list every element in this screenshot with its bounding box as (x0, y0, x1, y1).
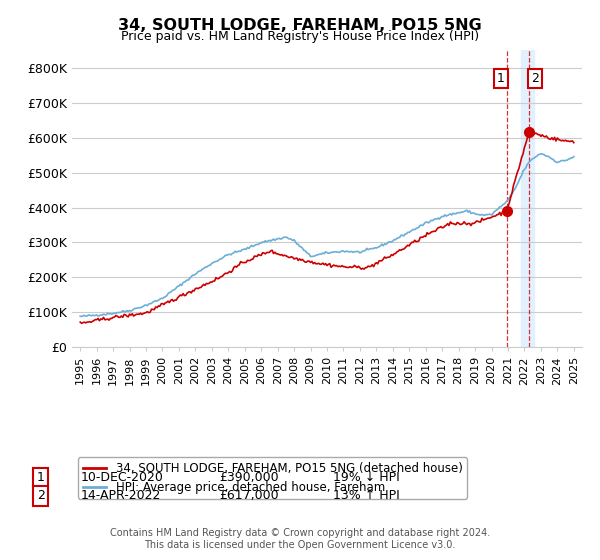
Text: Contains HM Land Registry data © Crown copyright and database right 2024.
This d: Contains HM Land Registry data © Crown c… (110, 528, 490, 550)
Text: 10-DEC-2020: 10-DEC-2020 (81, 471, 164, 484)
Text: 1: 1 (37, 471, 45, 484)
Text: £617,000: £617,000 (219, 489, 278, 502)
Text: 1: 1 (497, 72, 505, 85)
Text: 34, SOUTH LODGE, FAREHAM, PO15 5NG: 34, SOUTH LODGE, FAREHAM, PO15 5NG (118, 18, 482, 33)
Text: £390,000: £390,000 (219, 471, 278, 484)
Bar (521, 50, 534, 347)
Legend: 34, SOUTH LODGE, FAREHAM, PO15 5NG (detached house), HPI: Average price, detache: 34, SOUTH LODGE, FAREHAM, PO15 5NG (deta… (78, 458, 467, 498)
Text: 2: 2 (37, 489, 45, 502)
Text: 13% ↑ HPI: 13% ↑ HPI (333, 489, 400, 502)
Text: 14-APR-2022: 14-APR-2022 (81, 489, 161, 502)
Text: 19% ↓ HPI: 19% ↓ HPI (333, 471, 400, 484)
Text: 2: 2 (531, 72, 539, 85)
Text: Price paid vs. HM Land Registry's House Price Index (HPI): Price paid vs. HM Land Registry's House … (121, 30, 479, 43)
